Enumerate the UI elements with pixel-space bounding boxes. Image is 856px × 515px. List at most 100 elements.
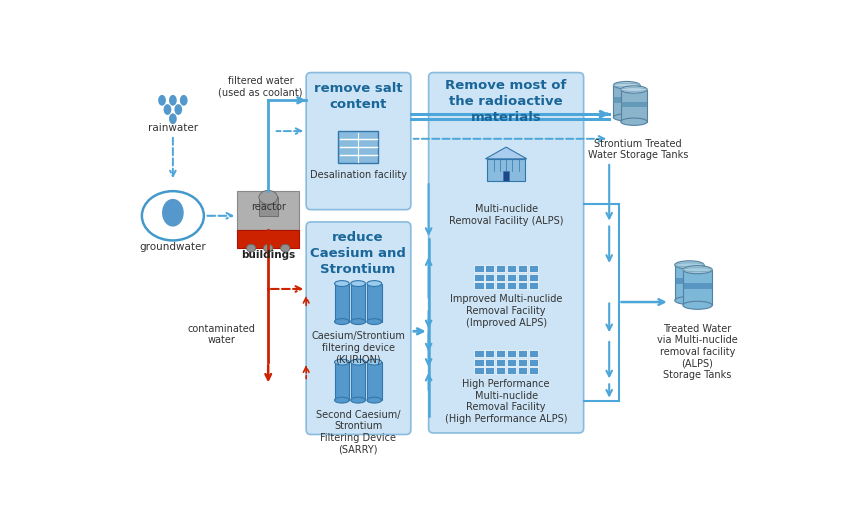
Ellipse shape: [163, 104, 171, 115]
Bar: [507, 358, 516, 366]
Bar: [507, 274, 516, 281]
Polygon shape: [485, 147, 526, 159]
Polygon shape: [351, 284, 366, 321]
FancyBboxPatch shape: [429, 73, 584, 433]
Polygon shape: [621, 90, 647, 122]
Bar: [474, 274, 484, 281]
Bar: [487, 159, 526, 181]
Polygon shape: [351, 362, 366, 400]
Bar: [529, 282, 538, 289]
Bar: [485, 274, 495, 281]
Bar: [485, 265, 495, 272]
Ellipse shape: [351, 359, 366, 365]
Text: rainwater: rainwater: [148, 124, 198, 133]
Polygon shape: [675, 279, 704, 284]
Ellipse shape: [614, 114, 640, 121]
Polygon shape: [621, 102, 647, 107]
Bar: [518, 274, 527, 281]
Ellipse shape: [281, 244, 290, 252]
Ellipse shape: [367, 359, 382, 365]
Bar: [496, 358, 505, 366]
Text: Caesium/Strontium
filtering device
(KURION): Caesium/Strontium filtering device (KURI…: [312, 331, 405, 365]
Text: contaminated
water: contaminated water: [187, 323, 256, 345]
Bar: [529, 274, 538, 281]
Bar: [474, 282, 484, 289]
Polygon shape: [683, 283, 712, 289]
Ellipse shape: [158, 95, 166, 106]
Ellipse shape: [351, 281, 366, 286]
Bar: [496, 265, 505, 272]
Ellipse shape: [367, 319, 382, 324]
Bar: [496, 282, 505, 289]
Polygon shape: [683, 270, 712, 305]
Bar: [485, 282, 495, 289]
Polygon shape: [614, 97, 640, 103]
Polygon shape: [335, 362, 349, 400]
Bar: [529, 367, 538, 374]
Text: Remove most of
the radioactive
materials: Remove most of the radioactive materials: [445, 79, 567, 124]
Bar: [507, 367, 516, 374]
Text: reactor: reactor: [251, 202, 286, 212]
Text: groundwater: groundwater: [140, 242, 206, 252]
Bar: [518, 367, 527, 374]
Ellipse shape: [351, 397, 366, 403]
Ellipse shape: [683, 266, 712, 274]
Ellipse shape: [175, 104, 182, 115]
Polygon shape: [675, 265, 704, 300]
Bar: [474, 350, 484, 357]
Polygon shape: [367, 284, 382, 321]
Bar: [474, 265, 484, 272]
Bar: [496, 367, 505, 374]
Ellipse shape: [675, 261, 704, 269]
Bar: [237, 191, 300, 230]
Bar: [507, 265, 516, 272]
Text: Improved Multi-nuclide
Removal Facility
(Improved ALPS): Improved Multi-nuclide Removal Facility …: [450, 295, 562, 328]
Bar: [518, 282, 527, 289]
FancyBboxPatch shape: [306, 222, 411, 435]
Ellipse shape: [335, 359, 349, 365]
Text: Multi-nuclide
Removal Facility (ALPS): Multi-nuclide Removal Facility (ALPS): [449, 204, 563, 226]
Bar: [338, 131, 378, 163]
FancyBboxPatch shape: [306, 73, 411, 210]
Text: remove salt
content: remove salt content: [314, 82, 402, 111]
Bar: [474, 367, 484, 374]
Bar: [518, 265, 527, 272]
Bar: [529, 350, 538, 357]
Ellipse shape: [621, 118, 647, 125]
Polygon shape: [614, 85, 640, 117]
Bar: [237, 230, 300, 248]
Text: Strontium Treated
Water Storage Tanks: Strontium Treated Water Storage Tanks: [588, 139, 688, 160]
Bar: [503, 170, 509, 181]
Ellipse shape: [351, 319, 366, 324]
Ellipse shape: [335, 319, 349, 324]
Text: Desalination facility: Desalination facility: [310, 169, 407, 180]
Bar: [485, 350, 495, 357]
Ellipse shape: [264, 244, 273, 252]
Text: buildings: buildings: [241, 250, 295, 260]
Bar: [485, 367, 495, 374]
Ellipse shape: [180, 95, 187, 106]
Polygon shape: [367, 362, 382, 400]
Ellipse shape: [247, 244, 256, 252]
Bar: [518, 350, 527, 357]
Ellipse shape: [162, 199, 184, 227]
Ellipse shape: [259, 191, 277, 204]
Bar: [529, 265, 538, 272]
Polygon shape: [335, 284, 349, 321]
Text: Treated Water
via Multi-nuclide
removal facility
(ALPS)
Storage Tanks: Treated Water via Multi-nuclide removal …: [657, 323, 738, 380]
Ellipse shape: [367, 281, 382, 286]
Bar: [496, 350, 505, 357]
Ellipse shape: [621, 86, 647, 93]
Text: High Performance
Multi-nuclide
Removal Facility
(High Performance ALPS): High Performance Multi-nuclide Removal F…: [445, 379, 568, 424]
Ellipse shape: [169, 113, 176, 124]
Ellipse shape: [367, 397, 382, 403]
Text: Second Caesium/
Strontium
Filtering Device
(SARRY): Second Caesium/ Strontium Filtering Devi…: [316, 410, 401, 455]
Bar: [496, 274, 505, 281]
Bar: [529, 358, 538, 366]
Bar: [518, 358, 527, 366]
Ellipse shape: [169, 95, 176, 106]
Text: filtered water
(used as coolant): filtered water (used as coolant): [218, 76, 303, 97]
Bar: [507, 282, 516, 289]
Bar: [474, 358, 484, 366]
Bar: [507, 350, 516, 357]
